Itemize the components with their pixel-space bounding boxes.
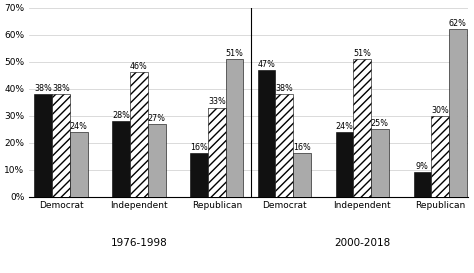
Text: 51%: 51% <box>226 49 244 58</box>
Text: 51%: 51% <box>353 49 371 58</box>
Text: 27%: 27% <box>148 114 166 123</box>
Text: 9%: 9% <box>416 162 429 171</box>
Bar <box>52 94 70 197</box>
Text: 24%: 24% <box>336 122 353 131</box>
Text: 25%: 25% <box>371 119 389 128</box>
Bar <box>413 172 431 197</box>
Text: 33%: 33% <box>208 97 226 106</box>
Text: 24%: 24% <box>70 122 88 131</box>
Bar <box>191 153 208 197</box>
Text: 2000-2018: 2000-2018 <box>334 238 390 248</box>
Bar <box>371 129 389 197</box>
Text: 47%: 47% <box>257 60 275 69</box>
Bar <box>226 59 244 197</box>
Bar <box>208 108 226 197</box>
Text: 30%: 30% <box>431 106 449 115</box>
Bar <box>112 121 130 197</box>
Text: 38%: 38% <box>275 84 293 93</box>
Bar <box>431 115 449 197</box>
Bar <box>70 132 88 197</box>
Bar <box>258 70 275 197</box>
Bar <box>336 132 353 197</box>
Text: 62%: 62% <box>449 19 467 28</box>
Bar <box>449 29 466 197</box>
Text: 16%: 16% <box>293 143 311 152</box>
Text: 16%: 16% <box>191 143 208 152</box>
Bar <box>148 124 165 197</box>
Bar <box>130 72 148 197</box>
Text: 38%: 38% <box>35 84 52 93</box>
Text: 38%: 38% <box>52 84 70 93</box>
Bar <box>35 94 52 197</box>
Bar <box>353 59 371 197</box>
Bar <box>293 153 311 197</box>
Text: 46%: 46% <box>130 62 148 71</box>
Bar <box>275 94 293 197</box>
Text: 28%: 28% <box>112 111 130 120</box>
Text: 1976-1998: 1976-1998 <box>110 238 167 248</box>
